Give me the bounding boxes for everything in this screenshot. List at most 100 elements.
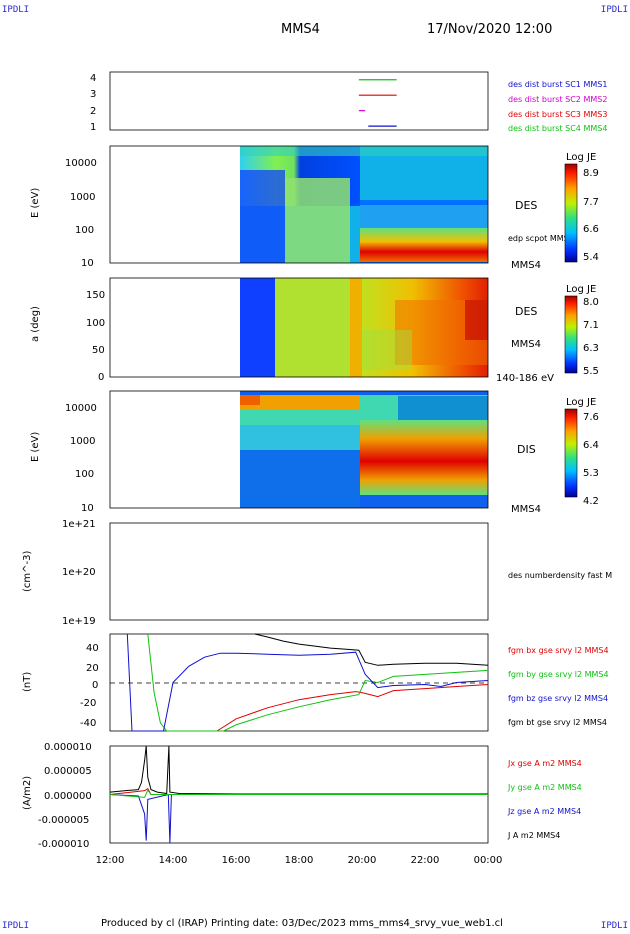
des-energy-instrument-label: DES — [515, 199, 537, 212]
des-pitch-ylabel: a (deg) — [30, 306, 41, 342]
burst-ytick-2: 2 — [90, 106, 96, 117]
bfield-legend-by: fgm by gse srvy l2 MMS4 — [508, 670, 609, 679]
current-legend-jy: Jy gse A m2 MMS4 — [507, 783, 582, 792]
des-pitch-cbar-tick-4: 5.5 — [583, 366, 599, 377]
des-energy-sc-label: MMS4 — [511, 260, 541, 271]
panel-burst-frame — [109, 71, 489, 131]
burst-ytick-4: 4 — [90, 73, 96, 84]
des-pitch-sc-label: MMS4 — [511, 339, 541, 350]
corner-label-top-left: IPDLI — [2, 5, 30, 15]
dis-energy-instrument-label: DIS — [517, 443, 536, 456]
des-energy-ytick-100: 100 — [75, 225, 94, 236]
dis-energy-ytick-10000: 10000 — [65, 403, 97, 414]
des-energy-cbar-tick-3: 6.6 — [583, 224, 599, 235]
current-ytick-2: 0.000005 — [44, 766, 92, 777]
dis-energy-colorbar — [564, 408, 578, 498]
current-legend-jx: Jx gse A m2 MMS4 — [507, 759, 582, 768]
bfield-series-4 — [254, 633, 489, 666]
corner-label-top-right: IPDLI — [600, 5, 628, 15]
x-tick-1200: 12:00 — [96, 855, 125, 866]
density-ytick-1e21: 1e+21 — [62, 519, 96, 530]
des-pitch-ytick-50: 50 — [92, 345, 105, 356]
des-pitch-cbar-title: Log JE — [566, 284, 596, 295]
current-lines — [109, 745, 488, 844]
x-tick-2200: 22:00 — [411, 855, 440, 866]
des-energy-cbar-tick-4: 5.4 — [583, 252, 599, 263]
bfield-ylabel: (nT) — [22, 672, 33, 692]
burst-legend-1: des dist burst SC1 MMS1 — [508, 80, 607, 89]
burst-legend-3: des dist burst SC3 MMS3 — [508, 110, 607, 119]
des-energy-colorbar — [564, 163, 578, 263]
dis-energy-ytick-10: 10 — [81, 503, 94, 514]
current-legend-j: J A m2 MMS4 — [507, 831, 560, 840]
burst-legend-2: des dist burst SC2 MMS2 — [508, 95, 607, 104]
burst-ytick-3: 3 — [90, 89, 96, 100]
dis-energy-cbar-title: Log JE — [566, 397, 596, 408]
des-pitch-cbar-tick-1: 8.0 — [583, 297, 599, 308]
footer-text: Produced by cl (IRAP) Printing date: 03/… — [101, 918, 503, 929]
panel-density: 1e+21 1e+20 1e+19 (cm^-3) des numberdens… — [22, 519, 612, 627]
panel-des-energy: 10000 1000 100 10 E (eV) DES edp scpot M… — [30, 145, 599, 271]
corner-label-bottom-right: IPDLI — [600, 921, 628, 931]
bfield-ytick-m40: -40 — [80, 718, 96, 729]
corner-label-bottom-left: IPDLI — [2, 921, 30, 931]
des-pitch-cbar-tick-3: 6.3 — [583, 343, 599, 354]
bfield-ytick-20: 20 — [86, 663, 99, 674]
burst-marks — [358, 79, 397, 127]
dis-energy-ytick-100: 100 — [75, 469, 94, 480]
density-frame — [109, 522, 489, 621]
des-pitch-frame — [109, 277, 489, 378]
burst-legend-4: des dist burst SC4 MMS4 — [508, 124, 607, 133]
des-energy-ytick-1000: 1000 — [70, 192, 95, 203]
bfield-lines — [126, 633, 489, 732]
des-energy-cbar-title: Log JE — [566, 152, 596, 163]
datetime-title: 17/Nov/2020 12:00 — [427, 22, 553, 37]
density-ytick-1e20: 1e+20 — [62, 567, 96, 578]
panel-current-density: 0.000010 0.000005 0.000000 -0.000005 -0.… — [22, 742, 582, 850]
des-energy-ytick-10: 10 — [81, 258, 94, 269]
density-legend: des numberdensity fast M — [508, 571, 612, 580]
dis-energy-cbar-tick-4: 4.2 — [583, 496, 599, 507]
des-energy-spectrogram — [240, 146, 488, 263]
spacecraft-title: MMS4 — [281, 22, 320, 37]
dis-energy-ytick-1000: 1000 — [70, 436, 95, 447]
x-tick-0000: 00:00 — [474, 855, 503, 866]
dis-energy-cbar-tick-2: 6.4 — [583, 440, 599, 451]
density-ylabel: (cm^-3) — [22, 551, 33, 592]
bfield-legend-bt: fgm bt gse srvy l2 MMS4 — [508, 718, 607, 727]
current-ylabel: (A/m2) — [22, 776, 33, 810]
dis-energy-cbar-tick-1: 7.6 — [583, 412, 599, 423]
dis-energy-sc-label: MMS4 — [511, 504, 541, 515]
bfield-series-3 — [126, 633, 489, 732]
current-ytick-1: 0.000010 — [44, 742, 92, 753]
des-pitch-ytick-100: 100 — [86, 318, 105, 329]
des-energy-frame — [109, 145, 489, 264]
x-tick-1600: 16:00 — [222, 855, 251, 866]
dis-energy-spectrogram — [240, 391, 488, 508]
burst-ytick-1: 1 — [90, 122, 96, 133]
current-ytick-4: -0.000005 — [38, 815, 89, 826]
x-axis: 12:00 14:00 16:00 18:00 20:00 22:00 00:0… — [96, 855, 503, 866]
des-pitch-instrument-label: DES — [515, 305, 537, 318]
density-ytick-1e19: 1e+19 — [62, 616, 96, 627]
bfield-legend-bz: fgm bz gse srvy l2 MMS4 — [508, 694, 608, 703]
bfield-series-2 — [147, 633, 489, 732]
panel-dis-energy: 10000 1000 100 10 E (eV) DIS MMS4 Log JE… — [30, 390, 599, 515]
current-series-1 — [109, 745, 488, 795]
des-pitch-ytick-0: 0 — [98, 372, 104, 383]
bfield-series-1 — [216, 684, 489, 732]
dis-energy-frame — [109, 390, 489, 509]
des-energy-ytick-10000: 10000 — [65, 158, 97, 169]
current-series-2 — [109, 793, 488, 844]
panel-magnetic-field: 40 20 0 -20 -40 (nT) fgm bx gse srvy l2 … — [22, 633, 609, 732]
des-pitch-spectrogram — [240, 278, 488, 377]
bfield-frame — [109, 633, 489, 732]
des-pitch-colorbar — [564, 295, 578, 374]
current-ytick-5: -0.000010 — [38, 839, 89, 850]
dis-energy-ylabel: E (eV) — [30, 432, 41, 462]
des-energy-cbar-tick-2: 7.7 — [583, 197, 599, 208]
x-tick-2000: 20:00 — [348, 855, 377, 866]
current-series-4 — [109, 789, 488, 798]
bfield-ytick-0: 0 — [92, 680, 98, 691]
